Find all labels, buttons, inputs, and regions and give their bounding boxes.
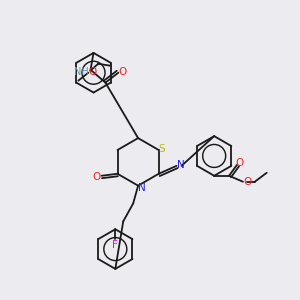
Text: S: S [158,144,165,154]
Text: O: O [88,67,96,77]
Text: O: O [244,177,252,187]
Text: N: N [138,183,146,193]
Text: F: F [112,240,118,250]
Text: O: O [118,67,126,77]
Text: NH: NH [74,67,89,77]
Text: O: O [236,158,244,168]
Text: O: O [93,172,101,182]
Text: N: N [177,160,184,170]
